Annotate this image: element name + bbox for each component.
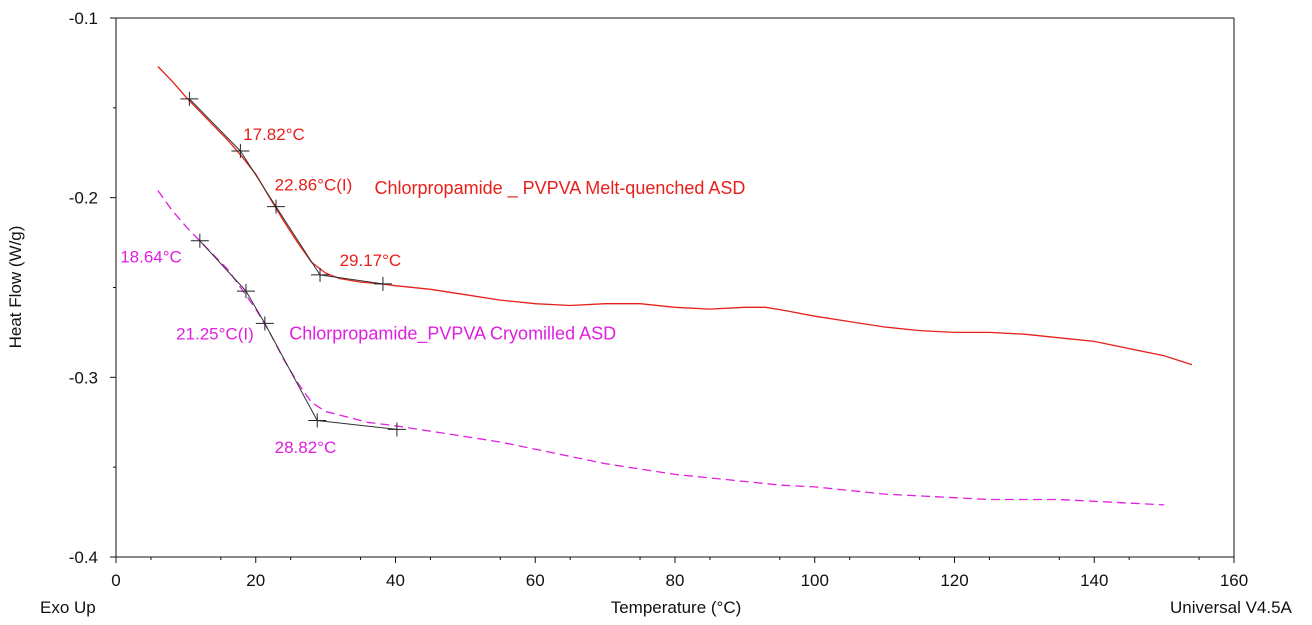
analysis-marker xyxy=(267,199,286,214)
ticks: 0 20 40 60 80 100 120 140 160 -0.1 -0.2 -0.3 -0.4 xyxy=(69,9,1248,590)
analysis-marker xyxy=(236,284,255,299)
y-tick-label: -0.4 xyxy=(69,548,98,567)
series-label: Chlorpropamide_PVPVA Cryomilled ASD xyxy=(289,324,616,345)
x-axis-title: Temperature (°C) xyxy=(611,598,742,617)
analysis-marker xyxy=(387,422,406,437)
temperature-annotation: 17.82°C xyxy=(243,125,305,144)
series-line-1 xyxy=(157,66,1193,366)
x-tick-label: 80 xyxy=(666,571,685,590)
axes xyxy=(115,17,1235,558)
y-tick-label: -0.1 xyxy=(69,9,98,28)
temperature-annotation: 21.25°C(I) xyxy=(176,325,254,344)
series-line-2 xyxy=(157,190,1165,506)
analysis-marker xyxy=(190,233,209,248)
exo-up-label: Exo Up xyxy=(40,598,96,617)
x-tick-label: 160 xyxy=(1220,571,1248,590)
x-tick-label: 0 xyxy=(111,571,120,590)
y-tick-label: -0.3 xyxy=(69,368,98,387)
temperature-annotation: 28.82°C xyxy=(275,438,337,457)
markers xyxy=(180,91,406,437)
software-version-label: Universal V4.5A xyxy=(1170,598,1293,617)
x-tick-label: 20 xyxy=(246,571,265,590)
analysis-marker xyxy=(311,267,330,282)
analysis-marker xyxy=(373,276,392,291)
temperature-annotation: 22.86°C(I) xyxy=(275,175,353,194)
analysis-marker xyxy=(255,316,274,331)
y-tick-label: -0.2 xyxy=(69,189,98,208)
temperature-annotation: 18.64°C xyxy=(120,247,182,266)
analysis-marker xyxy=(180,91,199,106)
x-tick-label: 140 xyxy=(1080,571,1108,590)
analysis-marker xyxy=(231,143,250,158)
x-tick-label: 100 xyxy=(801,571,829,590)
temperature-annotation: 29.17°C xyxy=(340,251,402,270)
y-axis-title: Heat Flow (W/g) xyxy=(6,226,25,349)
analysis-marker xyxy=(308,413,327,428)
series-label: Chlorpropamide _ PVPVA Melt-quenched ASD xyxy=(375,178,746,199)
x-tick-label: 40 xyxy=(386,571,405,590)
x-tick-label: 120 xyxy=(940,571,968,590)
x-tick-label: 60 xyxy=(526,571,545,590)
annotations: 17.82°C 22.86°C(I) Chlorpropamide _ PVPVA … xyxy=(120,125,745,457)
